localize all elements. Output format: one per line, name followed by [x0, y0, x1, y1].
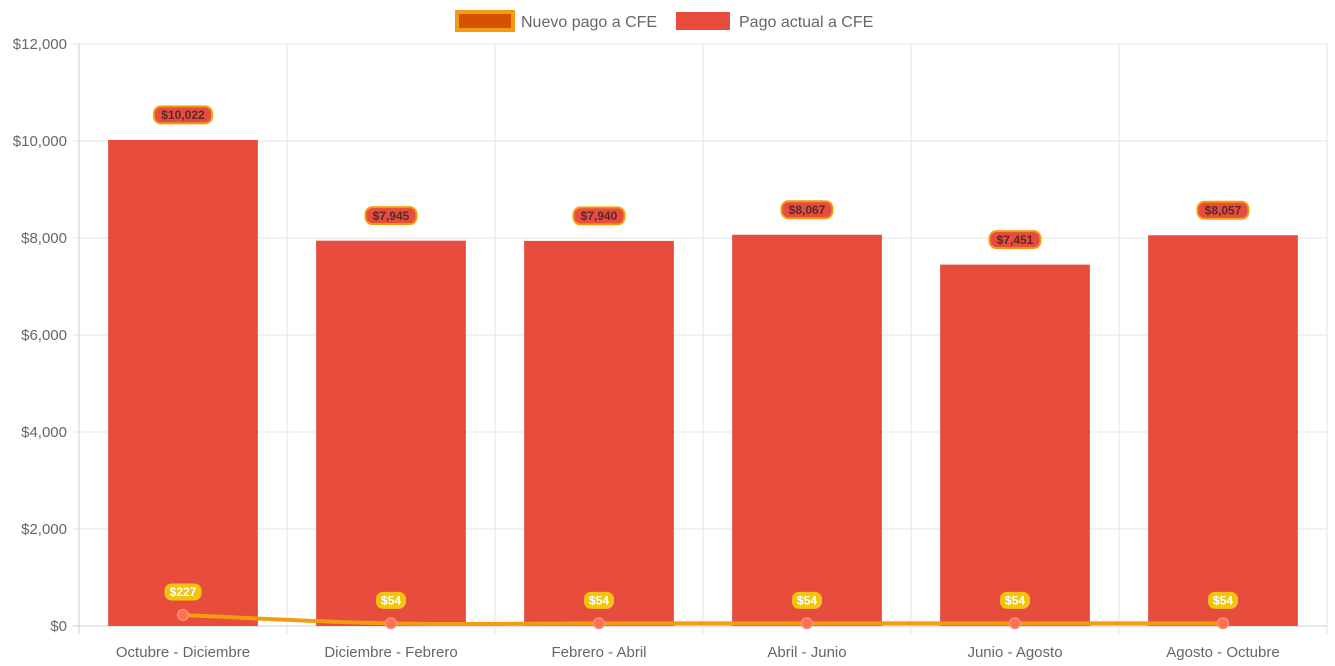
y-tick-label: $12,000	[13, 36, 67, 53]
bar[interactable]	[732, 234, 882, 627]
line-point[interactable]	[593, 617, 605, 630]
svg-text:$54: $54	[589, 594, 609, 608]
line-value-label: $54	[1208, 591, 1238, 609]
x-tick-label: Abril - Junio	[767, 644, 846, 661]
bar-value-label: $7,940	[572, 206, 626, 226]
svg-text:$54: $54	[797, 594, 817, 608]
svg-text:$7,945: $7,945	[373, 209, 410, 223]
line-point[interactable]	[177, 608, 189, 621]
svg-text:$54: $54	[1213, 594, 1233, 608]
legend-item-nuevo-pago[interactable]: Nuevo pago a CFE	[455, 10, 657, 32]
bar-value-label: $7,451	[988, 230, 1042, 250]
x-tick-label: Febrero - Abril	[551, 644, 646, 661]
svg-text:$7,451: $7,451	[997, 233, 1034, 247]
line-value-label: $54	[792, 591, 822, 609]
legend-item-pago-actual[interactable]: Pago actual a CFE	[676, 12, 873, 31]
line-point[interactable]	[1009, 617, 1021, 630]
line-value-label: $227	[164, 583, 202, 601]
line-value-label: $54	[584, 591, 614, 609]
bar[interactable]	[940, 264, 1090, 626]
bar[interactable]	[108, 139, 258, 627]
line-value-label: $54	[376, 591, 406, 609]
svg-text:$10,022: $10,022	[161, 108, 205, 122]
axes: $0 $2,000 $4,000 $6,000 $8,000 $10,000 $12,000…	[13, 36, 1280, 661]
svg-text:$8,067: $8,067	[789, 203, 826, 217]
y-tick-label: $0	[50, 618, 67, 635]
line-point[interactable]	[1217, 617, 1229, 630]
svg-text:Nuevo pago a CFE: Nuevo pago a CFE	[521, 14, 657, 31]
svg-text:$8,057: $8,057	[1205, 203, 1242, 217]
y-tick-label: $10,000	[13, 133, 67, 150]
x-tick-label: Junio - Agosto	[967, 644, 1062, 661]
bar[interactable]	[1148, 235, 1298, 626]
bar-value-label: $10,022	[153, 105, 213, 125]
svg-text:$54: $54	[1005, 594, 1025, 608]
x-tick-label: Diciembre - Febrero	[324, 644, 457, 661]
svg-text:$227: $227	[170, 585, 197, 599]
y-tick-label: $6,000	[21, 327, 67, 344]
bar-value-label: $7,945	[364, 206, 418, 226]
data-labels: $10,022 $7,945 $7,940 $8,067 $7,451 $8,057 $22…	[153, 105, 1250, 609]
svg-text:$7,940: $7,940	[581, 209, 618, 223]
y-tick-label: $2,000	[21, 521, 67, 538]
line-point[interactable]	[385, 617, 397, 630]
y-tick-label: $4,000	[21, 424, 67, 441]
line-value-label: $54	[1000, 591, 1030, 609]
line-series	[177, 608, 1229, 630]
line-point[interactable]	[801, 617, 813, 630]
svg-text:$54: $54	[381, 594, 401, 608]
legend[interactable]: Nuevo pago a CFE Pago actual a CFE	[455, 10, 873, 32]
x-tick-label: Agosto - Octubre	[1166, 644, 1279, 661]
bar-series	[108, 139, 1298, 627]
bar[interactable]	[316, 240, 466, 627]
svg-text:Pago actual a CFE: Pago actual a CFE	[739, 14, 873, 31]
x-tick-label: Octubre - Diciembre	[116, 644, 250, 661]
line-path	[182, 612, 1223, 627]
bar[interactable]	[524, 240, 674, 626]
grid	[73, 43, 1328, 634]
bar-value-label: $8,057	[1196, 200, 1250, 220]
bar-value-label: $8,067	[780, 200, 834, 220]
y-tick-label: $8,000	[21, 230, 67, 247]
